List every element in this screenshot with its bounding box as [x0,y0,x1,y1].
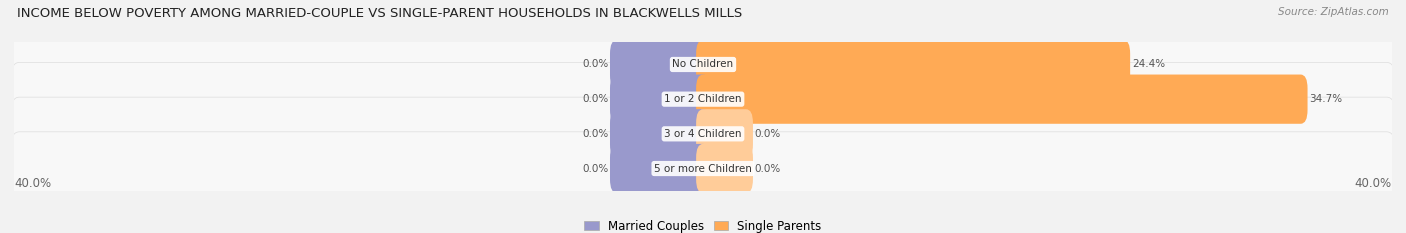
Text: 3 or 4 Children: 3 or 4 Children [664,129,742,139]
Text: 0.0%: 0.0% [582,59,609,69]
FancyBboxPatch shape [11,28,1395,101]
FancyBboxPatch shape [696,75,1308,124]
FancyBboxPatch shape [11,62,1395,136]
Text: 34.7%: 34.7% [1309,94,1343,104]
Legend: Married Couples, Single Parents: Married Couples, Single Parents [579,215,827,233]
Text: 0.0%: 0.0% [755,129,780,139]
Text: INCOME BELOW POVERTY AMONG MARRIED-COUPLE VS SINGLE-PARENT HOUSEHOLDS IN BLACKWE: INCOME BELOW POVERTY AMONG MARRIED-COUPL… [17,7,742,20]
Text: 0.0%: 0.0% [582,164,609,174]
Text: 0.0%: 0.0% [582,94,609,104]
Text: 0.0%: 0.0% [582,129,609,139]
FancyBboxPatch shape [11,132,1395,205]
Text: 40.0%: 40.0% [14,177,51,190]
Text: Source: ZipAtlas.com: Source: ZipAtlas.com [1278,7,1389,17]
Text: 0.0%: 0.0% [755,164,780,174]
FancyBboxPatch shape [610,75,710,124]
FancyBboxPatch shape [696,109,754,158]
Text: 24.4%: 24.4% [1132,59,1166,69]
Text: 40.0%: 40.0% [1355,177,1392,190]
FancyBboxPatch shape [610,144,710,193]
FancyBboxPatch shape [610,109,710,158]
FancyBboxPatch shape [11,97,1395,171]
Text: 5 or more Children: 5 or more Children [654,164,752,174]
FancyBboxPatch shape [610,40,710,89]
Text: No Children: No Children [672,59,734,69]
Text: 1 or 2 Children: 1 or 2 Children [664,94,742,104]
FancyBboxPatch shape [696,144,754,193]
FancyBboxPatch shape [696,40,1130,89]
